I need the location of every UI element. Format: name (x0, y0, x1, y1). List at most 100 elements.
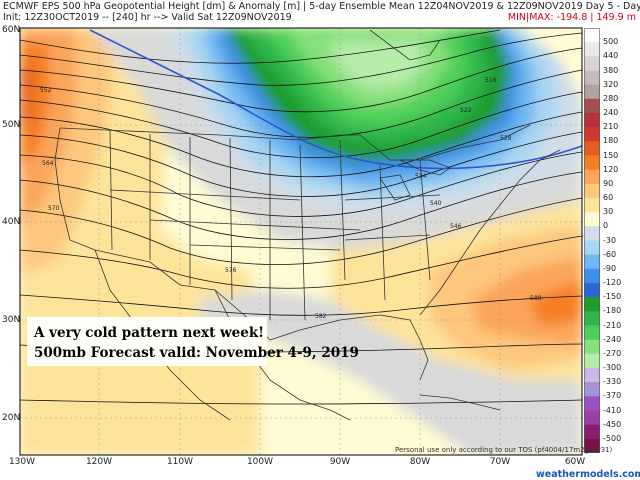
colorbar-tick-label: 150 (603, 150, 619, 160)
colorbar-tick-label: 90 (603, 178, 614, 188)
contour-label: 582 (315, 313, 327, 320)
colorbar-swatch (584, 325, 600, 341)
colorbar-swatch (584, 254, 600, 270)
lon-label: 90W (329, 457, 351, 467)
lon-label: 120W (85, 457, 113, 467)
colorbar-tick-label: -150 (603, 292, 622, 302)
colorbar-swatch (584, 127, 600, 142)
colorbar-tick-label: -120 (603, 278, 622, 287)
colorbar-tick-label: -240 (603, 334, 622, 344)
contour-label: 540 (430, 200, 442, 207)
anomaly-warm-se-peak (530, 280, 582, 325)
colorbar-tick-label: -500 (603, 433, 622, 443)
anomaly-warm-west-core (20, 60, 34, 130)
colorbar-tick-label: 440 (603, 51, 619, 61)
lon-label: 60W (564, 457, 586, 467)
colorbar-swatch (584, 240, 600, 256)
lon-label: 110W (166, 457, 194, 467)
colorbar-swatch (584, 410, 600, 426)
min-max-readout: MIN|MAX: -194.8 | 149.9 m (507, 12, 636, 23)
colorbar-tick-label: -60 (603, 249, 617, 259)
graticule (20, 28, 582, 455)
colorbar-swatch (584, 297, 600, 312)
colorbar-tick-label: 500 (603, 37, 619, 47)
contour-label: 552 (40, 87, 52, 94)
colorbar-swatch (584, 141, 600, 156)
colorbar-frame (584, 28, 600, 453)
colorbar-swatch (584, 339, 600, 355)
lat-label: 50N (2, 120, 21, 130)
contour-label: 564 (42, 160, 54, 167)
colorbar-swatch (584, 28, 600, 43)
annotation-headline: A very cold pattern next week! (34, 325, 265, 341)
colorbar-tick-label: -180 (603, 306, 622, 316)
site-watermark: weathermodels.com (536, 469, 640, 480)
contour-label: 522 (460, 107, 472, 114)
lat-label: 30N (2, 315, 21, 325)
colorbar-tick-label: -90 (603, 263, 617, 273)
contour-label: 546 (450, 223, 462, 230)
colorbar-tick-label: 180 (603, 136, 619, 146)
colorbar-swatch (584, 56, 600, 71)
lon-label: 100W (246, 457, 274, 467)
chart-title: ECMWF EPS 500 hPa Geopotential Height [d… (3, 1, 640, 12)
annotation-valid-dates: 500mb Forecast valid: November 4-9, 2019 (34, 345, 359, 361)
colorbar-tick-label: -370 (603, 391, 622, 401)
colorbar-swatch (584, 169, 600, 185)
colorbar-tick-label: 210 (603, 122, 619, 132)
colorbar-tick-label: 280 (603, 93, 619, 103)
terms-notice: Personal use only according to our TOS (… (395, 446, 613, 454)
colorbar-tick-label: -30 (603, 235, 617, 245)
colorbar-swatch (584, 226, 600, 241)
contour-label: 576 (225, 267, 237, 274)
anomaly-cold-green-5 (330, 40, 425, 90)
lat-label: 20N (2, 413, 21, 423)
colorbar-swatch (584, 438, 600, 453)
colorbar-swatch (584, 183, 600, 199)
colorbar-swatch (584, 311, 600, 326)
colorbar-swatch (584, 42, 600, 57)
anomaly-neutral-north (90, 28, 582, 250)
colorbar-tick-label: 320 (603, 79, 619, 89)
colorbar-swatch (584, 396, 600, 411)
colorbar-tick-label: 120 (603, 164, 619, 174)
colorbar-swatch (584, 424, 600, 440)
colorbar-tick-label: -270 (603, 348, 622, 358)
annotation-box (27, 317, 267, 366)
lon-label: 130W (8, 457, 36, 467)
colorbar-tick-label: 240 (603, 108, 619, 117)
colorbar-tick-label: -410 (603, 405, 622, 415)
climatology-contour (89, 29, 582, 170)
lat-label: 40N (2, 217, 21, 227)
colorbar-tick-label: -300 (603, 363, 622, 372)
lon-label: 80W (409, 457, 431, 467)
init-valid-line: Init: 12Z30OCT2019 -- [240] hr --> Valid… (3, 12, 292, 23)
colorbar-swatch (584, 98, 600, 114)
colorbar-tick-label: 60 (603, 193, 614, 202)
contour-label: 516 (485, 77, 497, 84)
colorbar-swatch (584, 368, 600, 383)
colorbar-tick-label: 30 (603, 207, 614, 217)
colorbar-swatch (584, 113, 600, 128)
colorbar-swatch (584, 268, 600, 284)
colorbar-swatch (584, 382, 600, 397)
map-frame (19, 27, 583, 456)
lat-label: 60N (2, 25, 21, 35)
colorbar-tick-label: -210 (603, 320, 622, 330)
colorbar-swatch (584, 198, 600, 213)
anomaly-colorbar (584, 28, 600, 453)
colorbar-swatch (584, 84, 600, 100)
colorbar-tick-label: -450 (603, 419, 622, 429)
contour-label: 534 (415, 173, 427, 180)
colorbar-swatch (584, 70, 600, 86)
colorbar-tick-label: -330 (603, 377, 622, 387)
colorbar-tick-label: 380 (603, 65, 619, 75)
colorbar-tick-label: 0 (603, 221, 609, 231)
contour-label: 570 (48, 205, 60, 212)
colorbar-swatch (584, 155, 600, 171)
lon-label: 70W (489, 457, 511, 467)
colorbar-swatch (584, 353, 600, 369)
colorbar-swatch (584, 283, 600, 298)
contour-label: 588 (530, 295, 542, 302)
